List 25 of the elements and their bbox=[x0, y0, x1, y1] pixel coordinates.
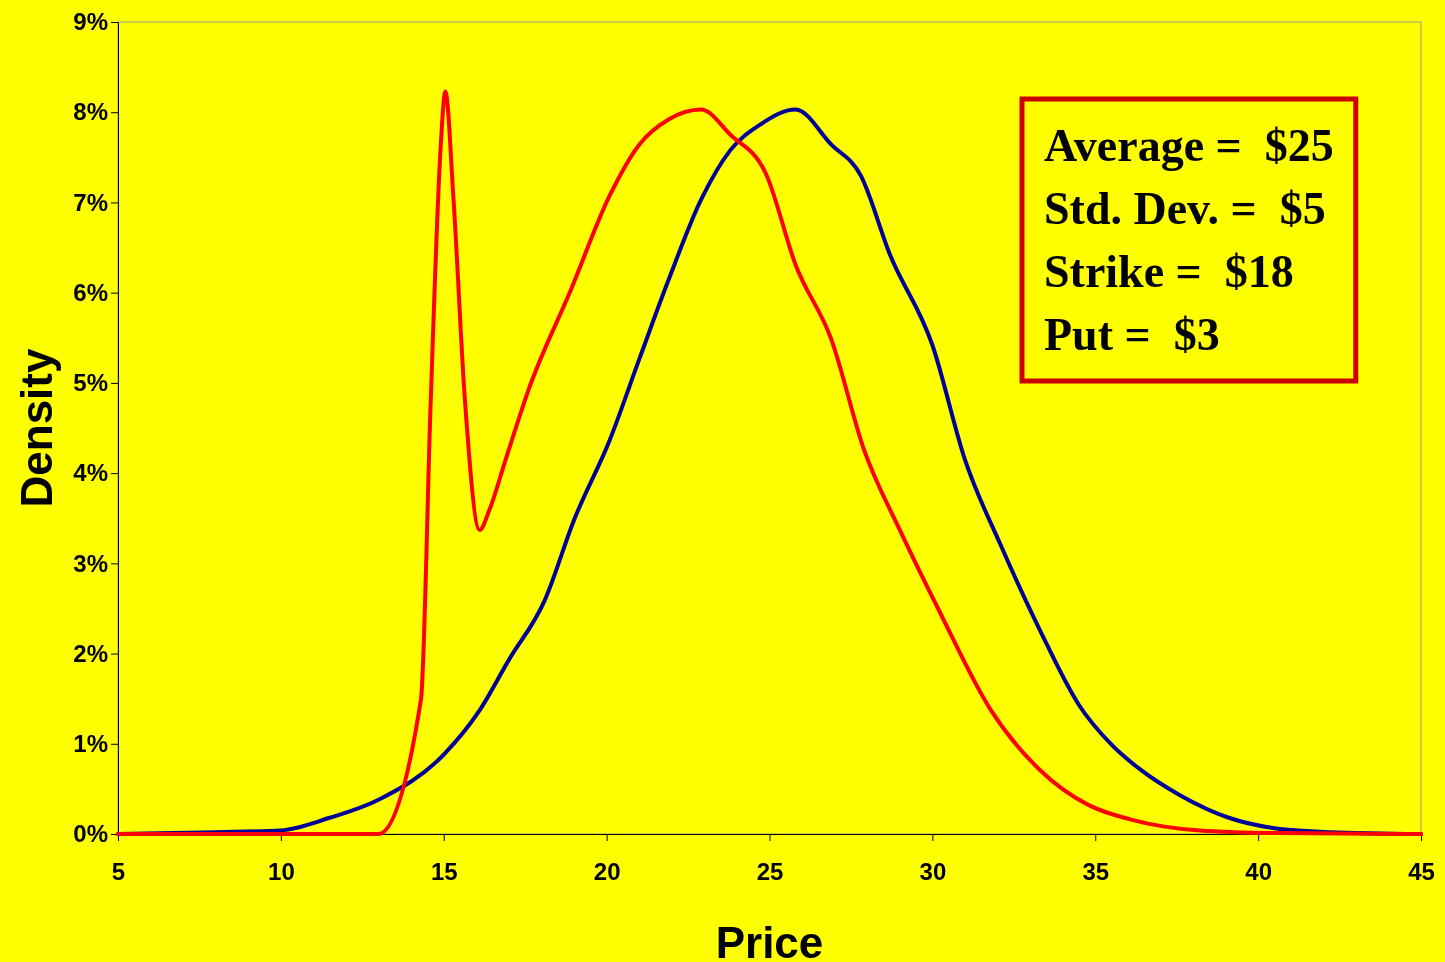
y-tick-label: 1% bbox=[73, 729, 108, 757]
y-tick-label: 7% bbox=[73, 188, 108, 216]
y-axis-title: Density bbox=[12, 348, 61, 508]
annotation: Average = $25 bbox=[1044, 120, 1334, 171]
x-tick-label: 30 bbox=[919, 858, 947, 885]
annotation: Put = $3 bbox=[1044, 309, 1220, 360]
x-tick-label: 40 bbox=[1245, 858, 1272, 885]
y-tick-label: 5% bbox=[73, 369, 108, 397]
x-tick-label: 20 bbox=[593, 858, 621, 885]
annotation: Std. Dev. = $5 bbox=[1044, 183, 1326, 234]
y-tick-label: 3% bbox=[73, 549, 108, 577]
x-tick-label: 45 bbox=[1408, 858, 1435, 885]
x-axis-title: Price bbox=[715, 918, 824, 962]
x-tick-label: 15 bbox=[430, 858, 458, 885]
y-tick-label: 2% bbox=[73, 639, 108, 667]
y-tick-label: 4% bbox=[73, 459, 108, 487]
x-tick-label: 25 bbox=[756, 858, 784, 885]
annotation: Strike = $18 bbox=[1044, 246, 1294, 297]
y-tick-label: 9% bbox=[73, 8, 108, 36]
y-tick-label: 0% bbox=[73, 820, 108, 848]
x-tick-label: 5 bbox=[111, 858, 126, 885]
x-tick-label: 10 bbox=[268, 858, 295, 885]
y-tick-label: 8% bbox=[73, 98, 108, 126]
x-tick-label: 35 bbox=[1082, 858, 1110, 885]
y-tick-label: 6% bbox=[73, 278, 108, 306]
